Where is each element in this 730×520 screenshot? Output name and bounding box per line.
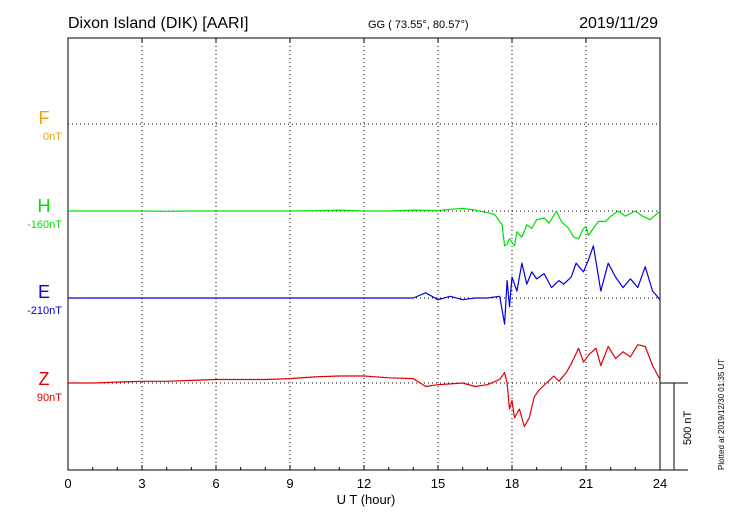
- x-axis-label: U T (hour): [337, 492, 396, 507]
- x-tick-label: 9: [286, 476, 293, 491]
- series-name-z: Z: [39, 369, 50, 389]
- series-baseline-z: 90nT: [37, 392, 62, 404]
- series-baseline-f: 0nT: [43, 131, 62, 143]
- x-tick-label: 24: [653, 476, 667, 491]
- scale-bar: 500 nT: [660, 382, 694, 471]
- x-tick-label: 0: [64, 476, 71, 491]
- series-baseline-e: -210nT: [27, 305, 62, 317]
- series-line-h: [68, 207, 661, 247]
- x-tick-label: 6: [212, 476, 219, 491]
- scale-bar-label: 500 nT: [682, 410, 694, 445]
- x-tick-label: 18: [505, 476, 519, 491]
- x-tick-label: 15: [431, 476, 445, 491]
- x-tick-label: 21: [579, 476, 593, 491]
- series-line-z: [68, 344, 661, 428]
- series-baseline-h: -160nT: [27, 219, 62, 231]
- series-labels: F 0nT H -160nT E -210nT Z 90nT: [27, 108, 62, 404]
- x-tick-label: 3: [138, 476, 145, 491]
- series-name-f: F: [39, 108, 50, 128]
- series-name-e: E: [38, 282, 50, 302]
- grid: [68, 38, 660, 470]
- series-lines: [68, 207, 661, 428]
- station-title: Dixon Island (DIK) [AARI]: [68, 15, 249, 32]
- x-tick-label: 12: [357, 476, 371, 491]
- plotted-note: Plotted at 2019/12/30 01:35 UT: [717, 359, 726, 470]
- x-ticks: 0 3 6 9 12 15 18 21 24: [64, 38, 667, 491]
- station-coords: GG ( 73.55°, 80.57°): [368, 19, 469, 31]
- series-line-e: [68, 245, 661, 325]
- series-name-h: H: [38, 196, 51, 216]
- chart-date: 2019/11/29: [579, 15, 658, 32]
